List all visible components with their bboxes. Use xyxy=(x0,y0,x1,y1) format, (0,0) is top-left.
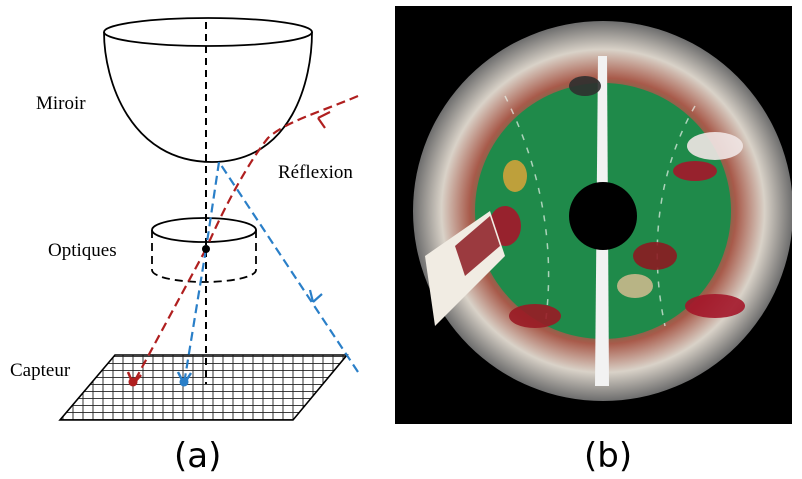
red-ray xyxy=(132,94,359,385)
crowd-figures xyxy=(489,76,745,328)
omnidirectional-image xyxy=(395,6,792,424)
mirror-shape xyxy=(103,17,313,163)
blue-ray xyxy=(182,161,359,385)
focal-point xyxy=(202,245,210,253)
sensor-grid xyxy=(58,354,349,421)
center-blind-spot xyxy=(569,182,637,250)
label-sensor: Capteur xyxy=(10,360,71,381)
blue-arrow-icon xyxy=(308,289,323,303)
optics-cylinder xyxy=(151,217,257,283)
caption-b: (b) xyxy=(584,436,633,476)
caption-a: (a) xyxy=(174,436,222,476)
label-reflection: Réflexion xyxy=(278,162,353,183)
blue-sensor-dot xyxy=(179,377,189,387)
red-sensor-dot xyxy=(128,377,138,387)
label-mirror: Miroir xyxy=(36,93,86,114)
catadioptric-diagram xyxy=(58,17,359,421)
red-arrow-icon xyxy=(317,111,331,129)
label-optics: Optiques xyxy=(48,240,117,261)
